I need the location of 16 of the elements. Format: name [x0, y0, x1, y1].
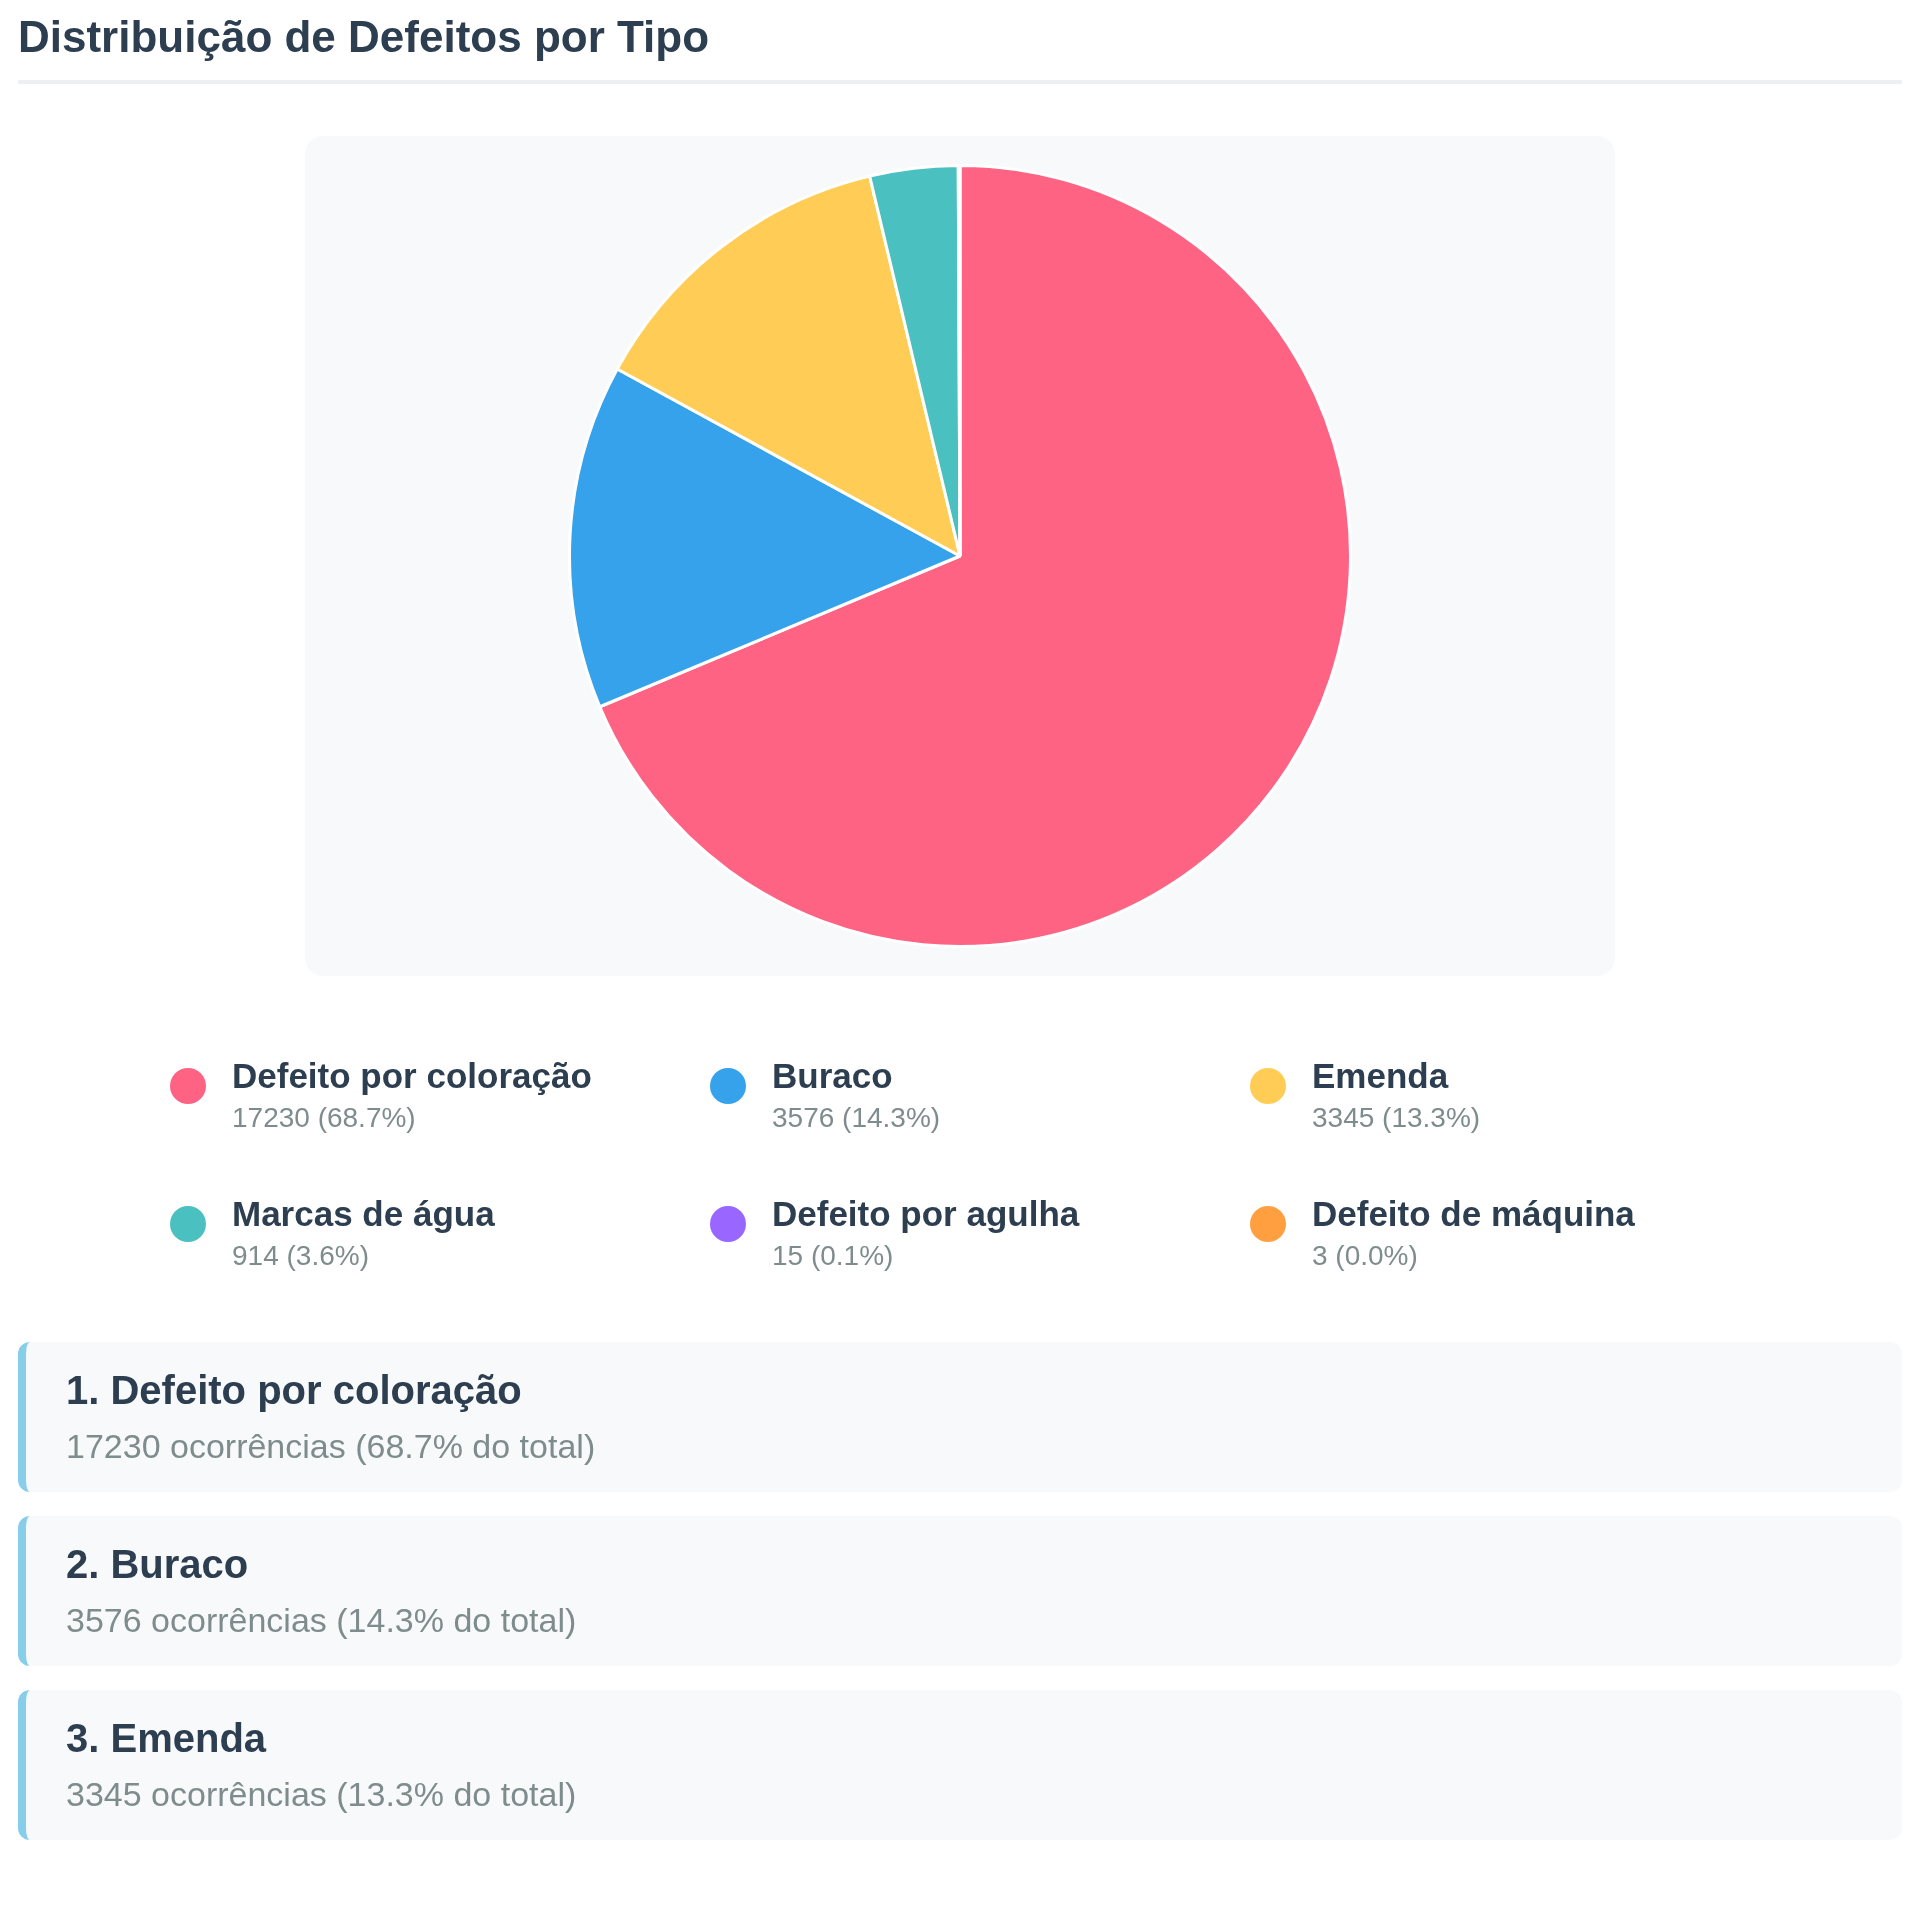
legend-label: Defeito de máquina	[1312, 1194, 1635, 1234]
data-label: 914 (3.6%)	[232, 1240, 370, 1272]
chart-title: Distribuição de Defeitos por Tipo	[18, 12, 1902, 84]
data-label: 3345 (13.3%)	[1312, 1102, 1481, 1134]
data-label: 17230 (68.7%)	[232, 1102, 417, 1134]
data-label: 3 (0.0%)	[1312, 1240, 1419, 1272]
legend-label: Emenda	[1312, 1056, 1450, 1096]
legend-label: Defeito por agulha	[772, 1194, 1080, 1234]
legend-label: Buraco	[772, 1056, 894, 1096]
legend-label: Marcas de água	[232, 1194, 495, 1234]
text: 1. Defeito por coloração 17230 ocorrências (68.7% do total)	[66, 1368, 597, 1466]
text: 3. Emenda 3345 ocorrências (13.3% do total)	[66, 1716, 578, 1814]
text: 2. Buraco 3576 ocorrências (14.3% do total)	[66, 1542, 578, 1640]
data-label: 3576 (14.3%)	[772, 1102, 941, 1134]
data-label: 15 (0.1%)	[772, 1240, 895, 1272]
legend-label: Defeito por coloração	[232, 1056, 592, 1096]
